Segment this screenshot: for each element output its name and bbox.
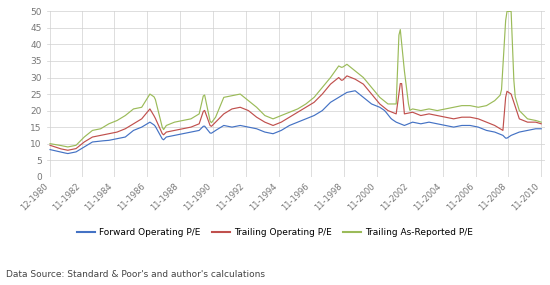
Legend: Forward Operating P/E, Trailing Operating P/E, Trailing As-Reported P/E: Forward Operating P/E, Trailing Operatin… bbox=[73, 224, 477, 241]
Text: Data Source: Standard & Poor's and author's calculations: Data Source: Standard & Poor's and autho… bbox=[6, 270, 265, 279]
